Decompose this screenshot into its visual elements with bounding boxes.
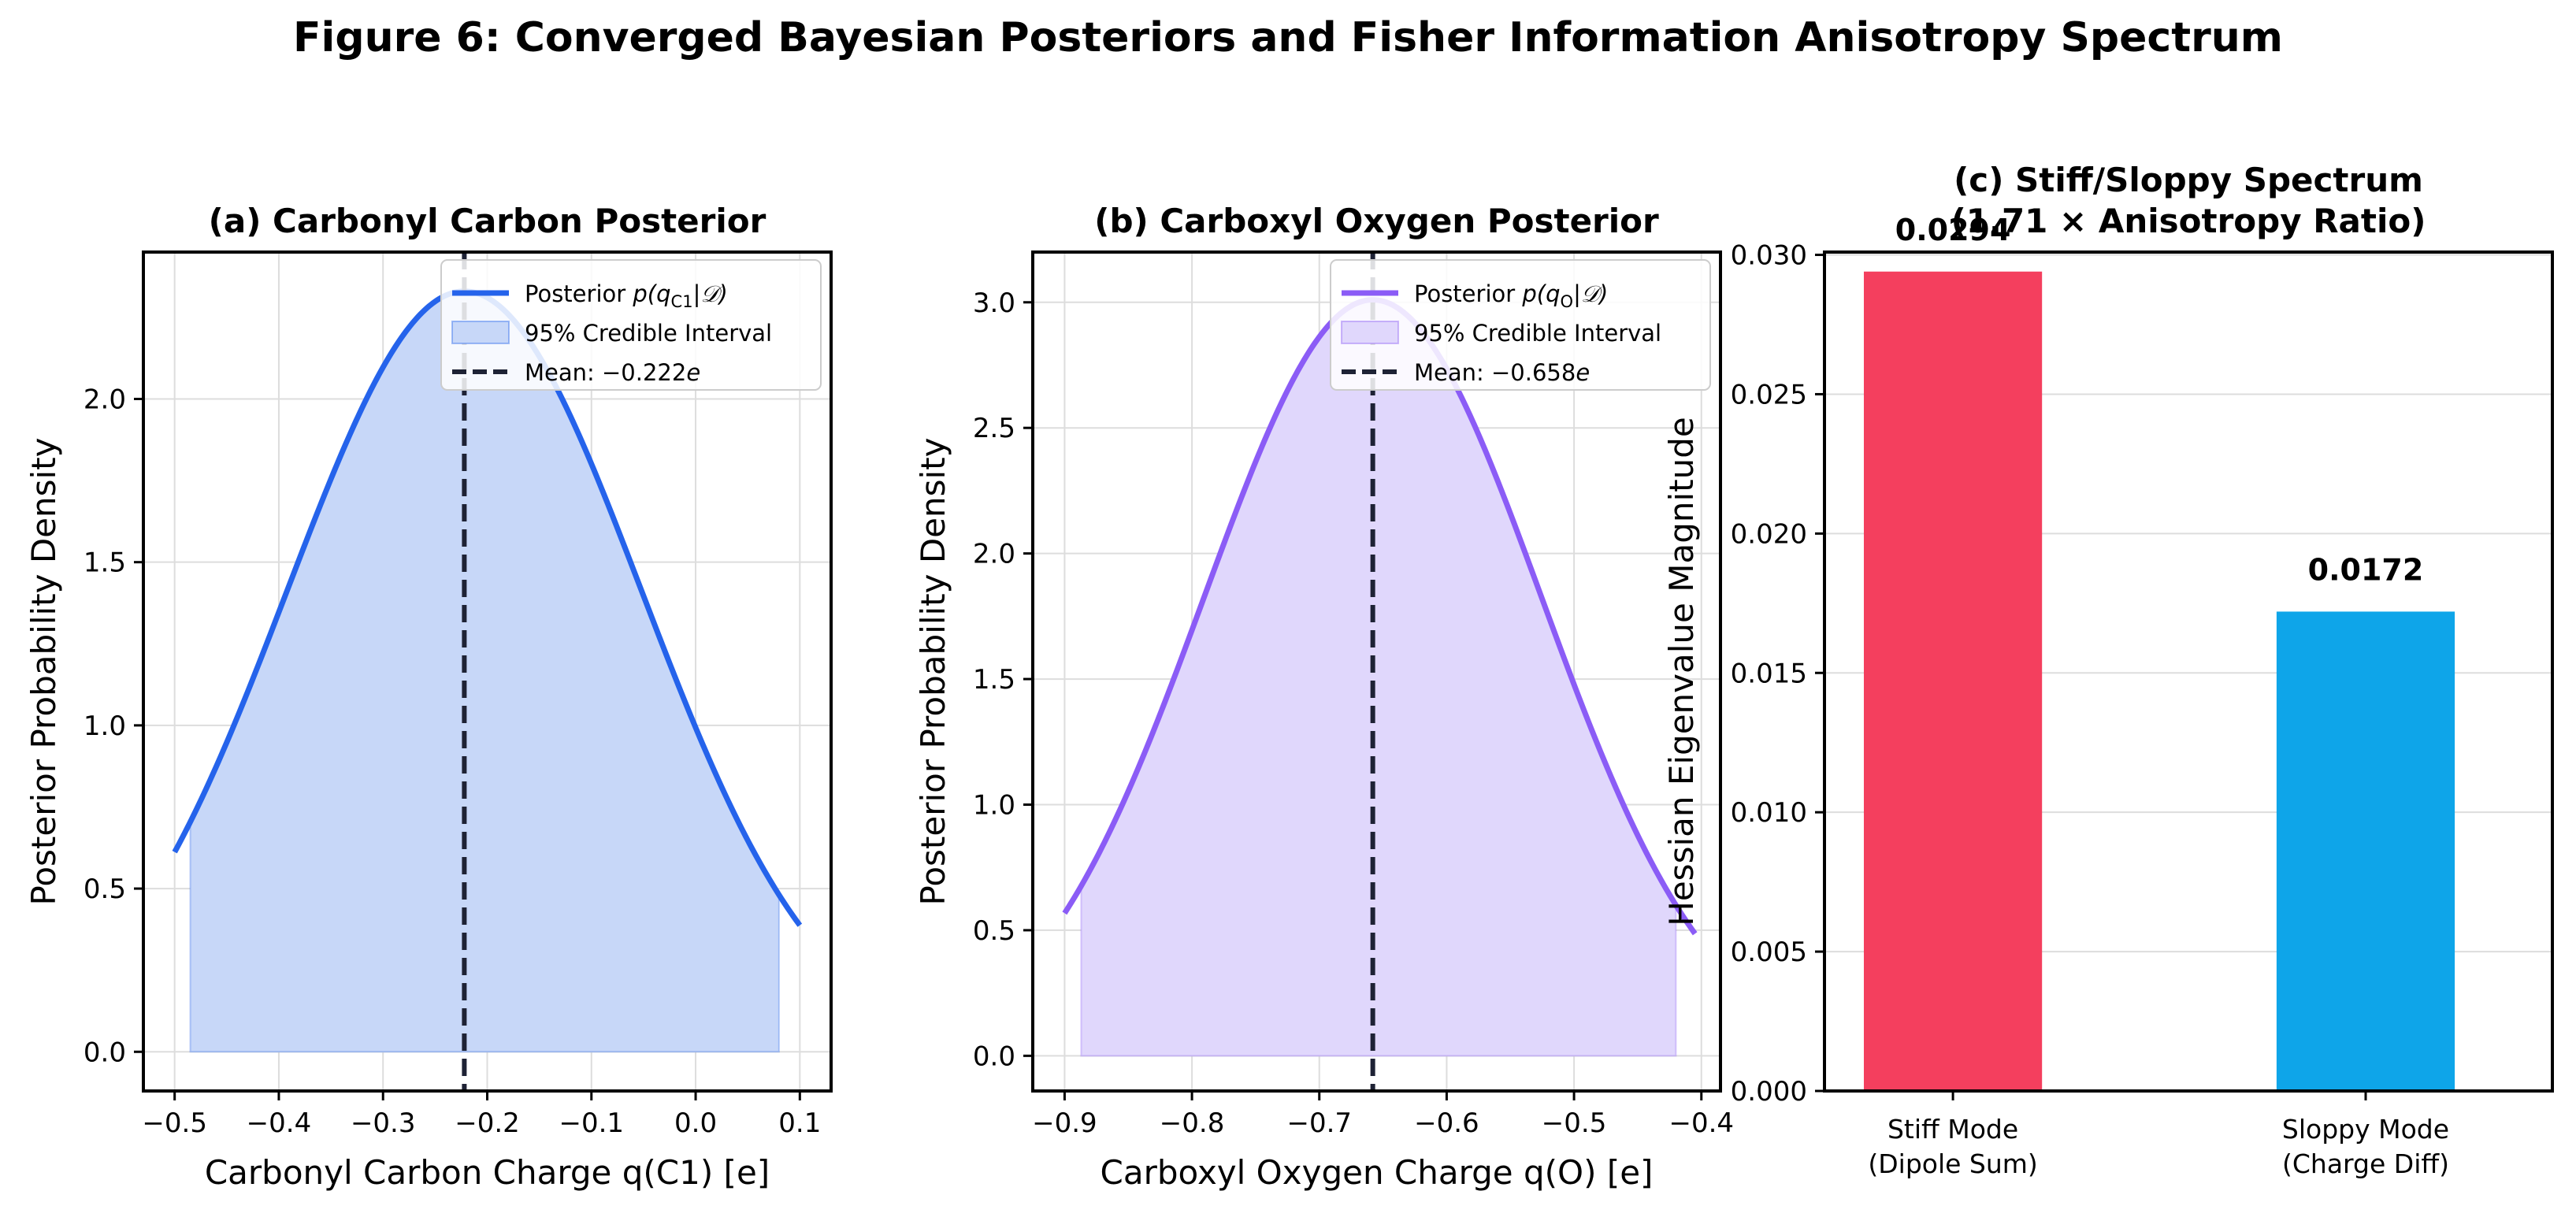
panel-title: (b) Carboxyl Oxygen Posterior: [1094, 202, 1659, 240]
legend-box: [440, 259, 822, 391]
x-tick-label: −0.1: [559, 1108, 624, 1139]
panel-c: 0.0294 Stiff Mode(Dipole Sum) 0.0172 Sloppy…: [1662, 161, 2554, 1179]
panel-title: (a) Carbonyl Carbon Posterior: [209, 202, 766, 240]
y-tick-label: 2.0: [973, 539, 1015, 570]
x-tick-label: −0.4: [247, 1108, 312, 1139]
y-tick-label: 0.000: [1731, 1076, 1807, 1108]
x-tick-label: −0.9: [1032, 1108, 1097, 1139]
axes-frame: [1031, 250, 1722, 1093]
y-tick-label: 2.0: [84, 384, 126, 415]
legend-mean-label: Mean: −0.658e: [1414, 359, 1590, 386]
y-tick-label: 0.025: [1731, 379, 1807, 410]
y-tick-label: 1.5: [973, 664, 1015, 696]
x-category-sublabel: (Charge Diff): [2282, 1148, 2449, 1179]
panel-a: −0.5 −0.4 −0.3 −0.2 −0.1 0.0 0.1 0.0 0.5 1.0 1.5 2.…: [24, 202, 833, 1192]
bar-stiff-mode: [1863, 271, 2043, 1091]
x-tick-label: −0.8: [1160, 1108, 1225, 1139]
x-tick-label: 0.0: [674, 1108, 717, 1139]
x-category-label: Sloppy Mode: [2282, 1114, 2449, 1145]
y-tick-label: 1.5: [84, 547, 126, 579]
y-axis-label: Posterior Probability Density: [24, 437, 63, 905]
y-tick-label: 0.005: [1731, 937, 1807, 968]
bar-value-label: 0.0294: [1895, 213, 2011, 247]
y-tick-label: 0.015: [1731, 658, 1807, 689]
x-tick-label: −0.2: [455, 1108, 520, 1139]
y-tick-label: 0.030: [1731, 240, 1807, 272]
legend-box: [1330, 259, 1711, 391]
legend-mean-label: Mean: −0.222e: [525, 359, 700, 386]
x-tick-label: −0.5: [142, 1108, 207, 1139]
y-tick-label: 0.0: [973, 1041, 1015, 1072]
legend-posterior-label: Posterior p(qO|𝒟): [1414, 280, 1608, 311]
x-tick-label: 0.1: [778, 1108, 821, 1139]
legend-posterior-label: Posterior p(qC1|𝒟): [525, 280, 728, 311]
credible-interval-area: [1080, 299, 1677, 1057]
x-axis-label: Carbonyl Carbon Charge q(C1) [e]: [205, 1153, 770, 1192]
y-tick-label: 2.5: [973, 413, 1015, 444]
x-tick-label: −0.6: [1414, 1108, 1479, 1139]
x-tick-label: −0.7: [1286, 1108, 1352, 1139]
x-category-label: Stiff Mode: [1887, 1114, 2018, 1145]
y-tick-label: 3.0: [973, 288, 1015, 319]
y-axis-label: Hessian Eigenvalue Magnitude: [1662, 417, 1701, 926]
y-axis-label: Posterior Probability Density: [914, 437, 952, 905]
panel-title: (c) Stiff/Sloppy Spectrum: [1954, 161, 2423, 199]
legend-ci-swatch: [1341, 321, 1399, 344]
y-tick-label: 0.5: [973, 915, 1015, 947]
axes-frame: [1823, 250, 2554, 1093]
legend-ci-swatch: [451, 321, 510, 344]
y-tick-label: 0.020: [1731, 518, 1807, 550]
y-tick-label: 1.0: [973, 789, 1015, 821]
y-tick-label: 1.0: [84, 711, 126, 742]
x-tick-label: −0.5: [1542, 1108, 1607, 1139]
bar-sloppy-mode: [2276, 611, 2455, 1091]
panel-subtitle: (1.71 × Anisotropy Ratio): [1951, 202, 2426, 240]
figure-title: Figure 6: Converged Bayesian Posteriors …: [293, 14, 2283, 61]
y-tick-label: 0.0: [84, 1037, 126, 1068]
bar-value-label: 0.0172: [2308, 552, 2424, 587]
x-category-sublabel: (Dipole Sum): [1868, 1148, 2037, 1179]
x-axis-label: Carboxyl Oxygen Charge q(O) [e]: [1101, 1153, 1654, 1192]
legend-ci-label: 95% Credible Interval: [525, 320, 772, 347]
y-tick-label: 0.010: [1731, 797, 1807, 829]
legend-ci-label: 95% Credible Interval: [1414, 320, 1661, 347]
x-tick-label: −0.3: [351, 1108, 416, 1139]
panel-b: −0.9 −0.8 −0.7 −0.6 −0.5 −0.4 0.0 0.5 1.0 1.5 2.0 2…: [914, 202, 1734, 1192]
x-tick-label: −0.4: [1668, 1108, 1734, 1139]
y-tick-label: 0.5: [84, 874, 126, 905]
